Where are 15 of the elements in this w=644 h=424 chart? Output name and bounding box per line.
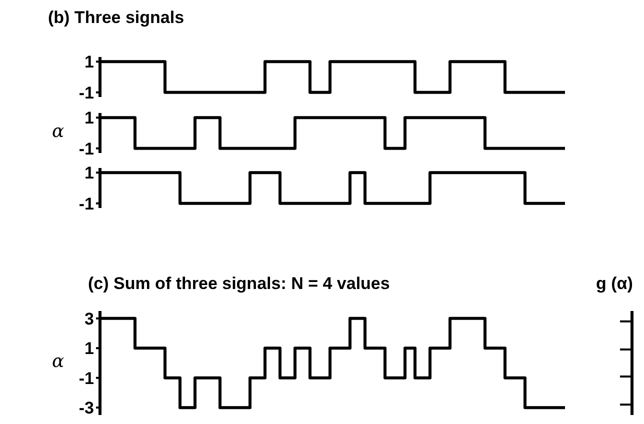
y-tick-label: -3 bbox=[78, 398, 94, 418]
y-tick-label: -1 bbox=[78, 139, 94, 158]
y-axis-title: α bbox=[52, 351, 64, 372]
y-axis-title: α bbox=[52, 121, 64, 142]
chart-title: (c) Sum of three signals: N = 4 values bbox=[88, 274, 390, 294]
y-tick-label: -1 bbox=[78, 194, 94, 214]
y-tick-label: 1 bbox=[84, 339, 94, 358]
y-tick-label: 1 bbox=[84, 52, 94, 72]
y-tick-label: -1 bbox=[78, 368, 94, 388]
y-tick-label: 3 bbox=[84, 309, 94, 328]
chart-title: (b) Three signals bbox=[48, 8, 184, 28]
y-tick-label: -1 bbox=[78, 83, 94, 102]
text: g (α) bbox=[596, 274, 633, 294]
y-tick-label: 1 bbox=[84, 164, 94, 183]
y-tick-label: 1 bbox=[84, 108, 94, 128]
